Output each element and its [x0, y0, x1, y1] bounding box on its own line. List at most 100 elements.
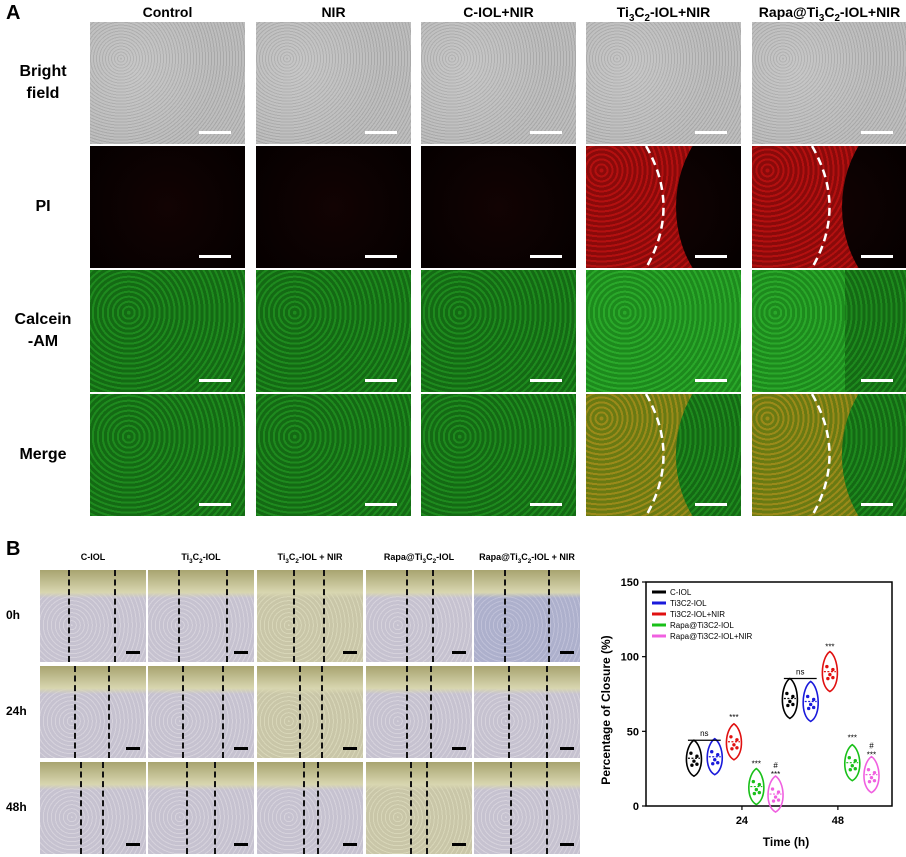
- scratch-boundary-line: [317, 762, 319, 854]
- unaffected-region: [676, 146, 741, 268]
- legend-label: Ti3C2-IOL+NIR: [670, 610, 725, 619]
- scale-bar: [530, 131, 562, 134]
- panel-b-row-2: 48h: [6, 800, 27, 814]
- significance-label: ***: [848, 734, 857, 743]
- violin: [821, 650, 839, 693]
- iol-edge: [148, 666, 254, 694]
- scale-bar: [365, 503, 397, 506]
- panel-a-image-r0-c0: [90, 22, 245, 144]
- scratch-boundary-line: [186, 762, 188, 854]
- data-point: [869, 775, 874, 780]
- panel-b-col-3: Rapa@Ti3C2-IOL: [383, 552, 455, 565]
- boundary-arc: [644, 394, 665, 516]
- data-point: [752, 791, 757, 796]
- scratch-boundary-line: [222, 666, 224, 758]
- significance-label: ***: [729, 713, 738, 722]
- panel-a-image-r2-c4: [752, 270, 906, 392]
- panel-b-col-2: Ti3C2-IOL + NIR: [277, 552, 343, 565]
- scale-bar: [343, 843, 357, 846]
- data-point: [690, 763, 694, 767]
- data-point: [831, 667, 835, 672]
- scratch-boundary-line: [323, 570, 325, 662]
- scale-bar: [234, 651, 248, 654]
- boundary-arc: [810, 394, 831, 516]
- panel-b-col-1: Ti3C2-IOL: [181, 552, 221, 565]
- iol-edge: [257, 762, 363, 790]
- scratch-boundary-line: [178, 570, 180, 662]
- panel-a-row-0: Bright field: [19, 63, 67, 102]
- data-point: [754, 787, 759, 792]
- legend-label: Rapa@Ti3C2-IOL+NIR: [670, 632, 753, 641]
- panel-b-image-r2-c0: [40, 762, 146, 854]
- scale-bar: [343, 747, 357, 750]
- y-tick-label: 0: [633, 801, 639, 813]
- iol-edge: [257, 570, 363, 598]
- unaffected-region: [676, 394, 741, 516]
- y-axis: 0 50 100 150: [621, 577, 646, 813]
- violin: [685, 739, 703, 778]
- panel-a-image-r3-c4: [752, 394, 906, 516]
- scale-bar: [199, 255, 231, 258]
- scale-bar: [695, 379, 727, 382]
- data-point: [773, 795, 778, 799]
- data-point: [729, 735, 733, 739]
- significance-label: ns: [796, 667, 804, 676]
- iol-edge: [366, 666, 472, 694]
- scale-bar: [234, 747, 248, 750]
- panel-b-image-r1-c2: [257, 666, 363, 758]
- panel-b-image-r2-c4: [474, 762, 580, 854]
- scale-bar: [452, 843, 466, 846]
- panel-a-image-r1-c4: [752, 146, 906, 268]
- data-point: [757, 782, 762, 787]
- scratch-boundary-line: [226, 570, 228, 662]
- scale-bar: [126, 651, 140, 654]
- panel-a-image-r1-c1: [256, 146, 411, 268]
- panel-a-image-r2-c3: [586, 270, 741, 392]
- scale-bar: [365, 131, 397, 134]
- data-point: [710, 750, 714, 754]
- panel-a-image-r2-c2: [421, 270, 576, 392]
- panel-b-image-r1-c1: [148, 666, 254, 758]
- violins: [685, 650, 880, 813]
- scale-bar: [365, 255, 397, 258]
- data-point: [735, 746, 739, 750]
- x-axis-label: Time (h): [763, 835, 809, 849]
- panel-a-col-0: Control: [142, 4, 193, 20]
- violin: [748, 767, 765, 806]
- iol-edge: [257, 666, 363, 694]
- boundary-arc: [644, 146, 665, 268]
- data-point: [776, 798, 781, 802]
- panel-a-image-r1-c0: [90, 146, 245, 268]
- panel-a-col-2: C-IOL+NIR: [463, 4, 534, 20]
- scratch-boundary-line: [299, 666, 301, 758]
- scratch-boundary-line: [406, 570, 408, 662]
- scale-bar: [861, 255, 893, 258]
- iol-edge: [366, 570, 472, 598]
- data-point: [689, 751, 693, 755]
- data-point: [695, 762, 699, 766]
- panel-a-label: A: [6, 2, 21, 24]
- y-axis-label: Percentage of Closure (%): [599, 635, 613, 784]
- panel-a-row-2: Calcein -AM: [14, 311, 72, 350]
- violin: [863, 755, 880, 794]
- panel-a-image-r1-c3: [586, 146, 741, 268]
- data-point: [866, 767, 871, 772]
- data-point: [848, 767, 852, 772]
- unaffected-region: [842, 146, 906, 268]
- scale-bar: [695, 503, 727, 506]
- panel-b-col-4: Rapa@Ti3C2-IOL + NIR: [479, 552, 575, 565]
- data-point: [828, 672, 832, 677]
- panel-b-image-r2-c3: [366, 762, 472, 854]
- iol-edge: [474, 570, 580, 598]
- scale-bar: [861, 379, 893, 382]
- scale-bar: [234, 843, 248, 846]
- data-point: [735, 738, 739, 742]
- scratch-boundary-line: [182, 666, 184, 758]
- significance-label: ns: [700, 729, 708, 738]
- scale-bar: [126, 747, 140, 750]
- panel-b-image-r1-c4: [474, 666, 580, 758]
- panel-a-image-r3-c3: [586, 394, 741, 516]
- panel-a-image-r0-c1: [256, 22, 411, 144]
- data-point: [713, 758, 717, 762]
- scale-bar: [560, 651, 574, 654]
